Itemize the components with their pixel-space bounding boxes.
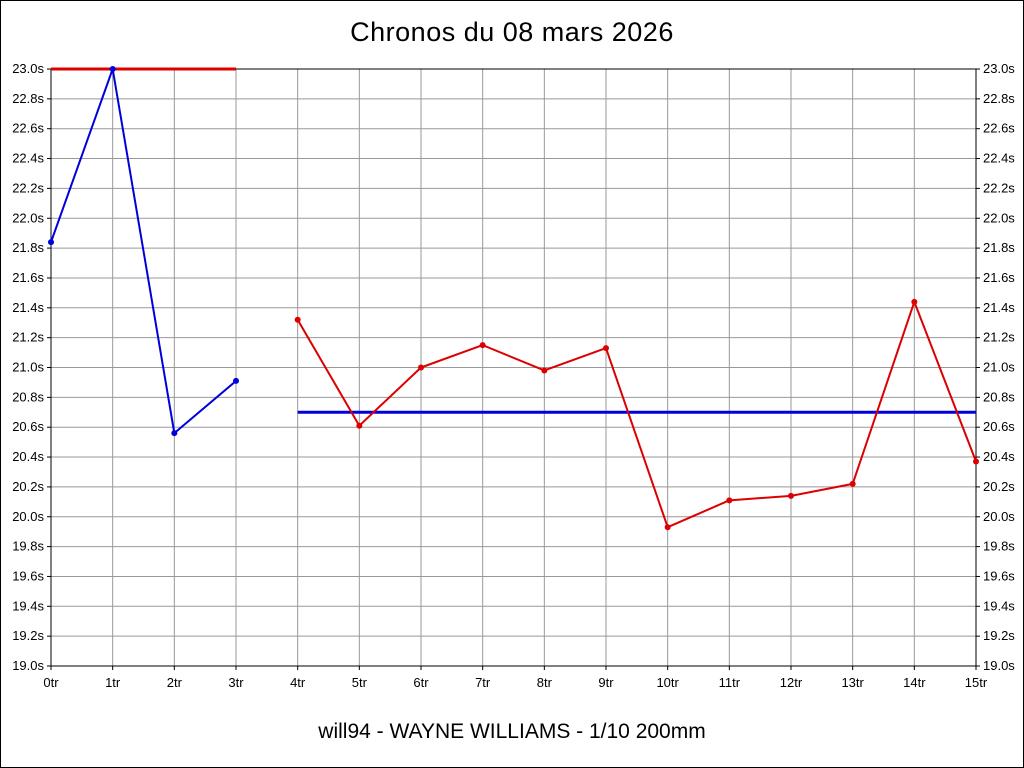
chronos-rouge-line — [296, 300, 977, 529]
x-axis-label: 2tr — [167, 675, 183, 690]
y-axis-label-right: 22.6s — [983, 121, 1015, 136]
y-axis-label-left: 22.0s — [12, 210, 44, 225]
x-axis-label: 6tr — [413, 675, 429, 690]
y-axis-label-left: 19.2s — [12, 628, 44, 643]
y-axis-label-left: 21.6s — [12, 270, 44, 285]
y-axis-label-right: 21.0s — [983, 360, 1015, 375]
y-axis-label-left: 19.4s — [12, 598, 44, 613]
y-axis-label-right: 19.0s — [983, 658, 1015, 673]
y-axis-label-left: 23.0s — [12, 61, 44, 76]
y-axis-label-left: 22.2s — [12, 180, 44, 195]
y-axis-label-right: 20.8s — [983, 389, 1015, 404]
chronos-rouge-point — [541, 367, 548, 374]
chronos-rouge-point — [479, 342, 486, 349]
x-axis-label: 13tr — [841, 675, 864, 690]
chronos-rouge-point — [664, 524, 671, 531]
y-axis-label-right: 22.8s — [983, 91, 1015, 106]
athlete-caption: will94 - WAYNE WILLIAMS - 1/10 200mm — [318, 720, 706, 743]
y-axis-label-right: 20.2s — [983, 479, 1015, 494]
chronos-bleu-point — [109, 66, 116, 72]
x-axis-label: 1tr — [105, 675, 121, 690]
x-axis-label: 9tr — [598, 675, 614, 690]
y-axis-label-left: 22.6s — [12, 121, 44, 136]
y-axis-label-left: 19.0s — [12, 658, 44, 673]
y-axis-label-right: 20.0s — [983, 509, 1015, 524]
x-axis-label: 0tr — [43, 675, 59, 690]
chronos-rouge-point — [294, 316, 301, 323]
y-axis-label-right: 19.8s — [983, 539, 1015, 554]
y-axis-label-left: 20.2s — [12, 479, 44, 494]
y-axis-label-right: 21.4s — [983, 300, 1015, 315]
x-axis-label: 8tr — [537, 675, 553, 690]
x-axis-label: 11tr — [719, 675, 741, 690]
plot-border — [50, 68, 977, 667]
chronos-rouge-point — [356, 422, 363, 429]
y-axis-label-right: 19.6s — [983, 568, 1015, 583]
y-axis-label-right: 19.4s — [983, 598, 1015, 613]
x-axis-label: 7tr — [475, 675, 491, 690]
x-axis-label: 10tr — [656, 675, 679, 690]
y-axis-label-left: 22.4s — [12, 151, 44, 166]
chronos-rouge-point — [603, 345, 609, 352]
chart-title: Chronos du 08 mars 2026 — [350, 17, 674, 47]
y-axis-label-right: 19.2s — [983, 628, 1015, 643]
y-axis-label-right: 22.0s — [983, 210, 1015, 225]
y-axis-label-left: 22.8s — [12, 91, 44, 106]
y-axis-label-right: 22.4s — [983, 151, 1015, 166]
chronos-rouge-point — [911, 298, 918, 305]
chronos-rouge-point — [726, 497, 733, 504]
y-axis-label-left: 20.4s — [12, 449, 44, 464]
chronos-bleu-point — [48, 239, 54, 246]
chronos-bleu-point — [171, 430, 178, 437]
y-axis-label-right: 20.6s — [983, 419, 1015, 434]
y-axis-label-left: 20.0s — [12, 509, 44, 524]
y-axis-label-right: 21.6s — [983, 270, 1015, 285]
y-axis-label-right: 22.2s — [983, 180, 1015, 195]
y-axis-label-right: 21.8s — [983, 240, 1015, 255]
y-axis-label-left: 19.8s — [12, 539, 44, 554]
y-axis-label-right: 21.2s — [983, 330, 1015, 345]
chronos-rouge-point — [788, 492, 794, 499]
x-axis-label: 3tr — [228, 675, 244, 690]
y-axis-label-left: 21.2s — [12, 330, 44, 345]
x-axis-label: 5tr — [352, 675, 368, 690]
x-axis-label: 12tr — [780, 675, 803, 690]
y-axis-label-left: 21.0s — [12, 360, 44, 375]
x-axis-label: 15tr — [965, 675, 988, 690]
x-axis-label: 4tr — [290, 675, 306, 690]
chronos-bleu-point — [233, 377, 239, 384]
chronos-rouge-point — [973, 458, 979, 465]
chronos-rouge-point — [418, 364, 424, 371]
y-axis-label-left: 21.8s — [12, 240, 44, 255]
chronos-bleu-line — [50, 68, 237, 435]
y-axis-label-left: 19.6s — [12, 568, 44, 583]
y-axis-label-right: 20.4s — [983, 449, 1015, 464]
y-axis-label-left: 20.8s — [12, 389, 44, 404]
x-axis-label: 14tr — [903, 675, 926, 690]
chronos-rouge-point — [849, 480, 856, 487]
y-axis-label-left: 20.6s — [12, 419, 44, 434]
y-axis-label-left: 21.4s — [12, 300, 44, 315]
y-axis-label-right: 23.0s — [983, 61, 1015, 76]
